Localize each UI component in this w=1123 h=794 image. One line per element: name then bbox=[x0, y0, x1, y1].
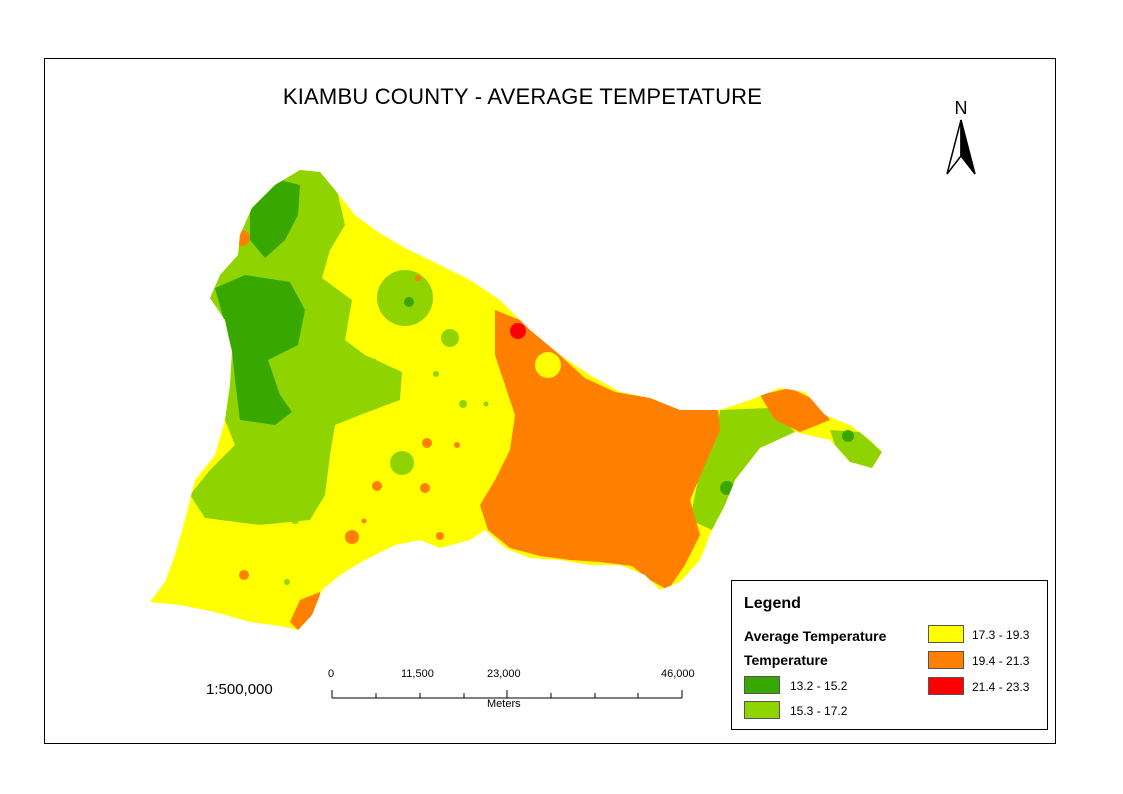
zone-15-17-spot bbox=[459, 400, 467, 408]
zone-19-21-spot bbox=[420, 483, 430, 493]
zone-15-17-patch bbox=[390, 451, 414, 475]
zone-19-21-spot bbox=[345, 530, 359, 544]
legend-swatch bbox=[744, 676, 780, 694]
zone-15-17-patch bbox=[377, 270, 433, 326]
zone-15-17-spot bbox=[291, 516, 299, 524]
zone-13-15-patch bbox=[842, 430, 854, 442]
zone-15-17-patch bbox=[737, 415, 763, 441]
zone-19-21-spot bbox=[372, 481, 382, 491]
zone-15-17-spot bbox=[371, 358, 377, 364]
scale-tick-label: 46,000 bbox=[661, 668, 695, 680]
zone-19-21-spot bbox=[436, 532, 444, 540]
zone-19-21 bbox=[480, 310, 720, 590]
legend-swatch bbox=[928, 651, 964, 669]
zone-13-15-patch bbox=[720, 481, 734, 495]
scale-tick-label: 0 bbox=[328, 668, 335, 680]
legend-swatch bbox=[744, 701, 780, 719]
legend-class-label: 17.3 - 19.3 bbox=[972, 628, 1030, 642]
legend-class-label: 13.2 - 15.2 bbox=[790, 679, 848, 693]
zone-15-17-spot bbox=[284, 579, 290, 585]
legend-class-label: 15.3 - 17.2 bbox=[790, 704, 848, 718]
legend-swatch bbox=[928, 625, 964, 643]
zone-13-15-patch bbox=[404, 297, 414, 307]
zone-13-15-west bbox=[215, 275, 305, 425]
zone-19-21-spot bbox=[239, 570, 249, 580]
zone-19-21-spot bbox=[361, 518, 367, 524]
legend-title: Legend bbox=[744, 595, 801, 612]
zone-21-23 bbox=[510, 323, 526, 339]
county-temperature-map bbox=[150, 170, 882, 630]
zone-15-17-patch bbox=[441, 329, 459, 347]
zone-15-17-spot bbox=[433, 371, 439, 377]
map-title: KIAMBU COUNTY - AVERAGE TEMPETATURE bbox=[282, 84, 763, 109]
zone-13-15-north bbox=[250, 180, 300, 258]
zone-15-17-spot bbox=[483, 401, 489, 407]
legend-heading: Average Temperature bbox=[744, 628, 887, 644]
zone-15-17-far-east bbox=[830, 430, 882, 468]
legend-swatch bbox=[928, 677, 964, 695]
north-arrow-icon: N bbox=[942, 98, 980, 178]
legend-subheading: Temperature bbox=[744, 652, 828, 668]
temperature-zones bbox=[150, 170, 882, 630]
zone-19-21-spot bbox=[415, 275, 421, 281]
legend-class-label: 21.4 - 23.3 bbox=[972, 680, 1030, 694]
scale-tick-label: 11,500 bbox=[401, 668, 434, 680]
legend-class-label: 19.4 - 21.3 bbox=[972, 654, 1030, 668]
zone-19-21-spot bbox=[454, 442, 460, 448]
scale-ratio: 1:500,000 bbox=[206, 681, 273, 698]
zone-17-19-inset bbox=[535, 352, 561, 378]
zone-19-21-spot bbox=[234, 230, 250, 246]
zone-19-21-spot bbox=[422, 438, 432, 448]
north-label: N bbox=[954, 98, 968, 118]
scale-unit: Meters bbox=[487, 698, 521, 710]
scale-tick-label: 23,000 bbox=[487, 668, 521, 680]
legend: Legend Average Temperature Temperature 1… bbox=[731, 580, 1048, 730]
